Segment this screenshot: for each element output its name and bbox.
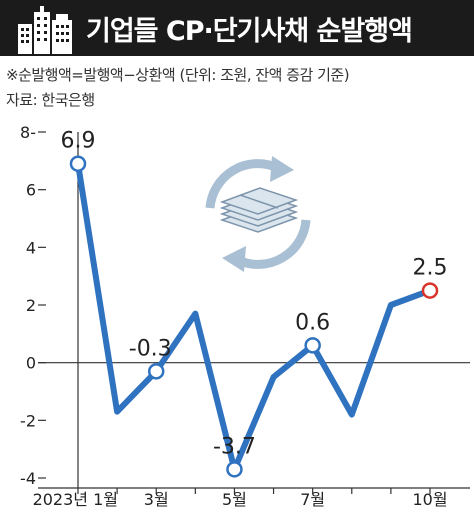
- x-tick-label: 5월: [222, 490, 247, 509]
- data-label: 6.9: [61, 129, 96, 154]
- y-tick-label: 2: [26, 296, 36, 315]
- data-point-marker: [226, 461, 243, 478]
- chart-header: 기업들 CP·단기사채 순발행액: [0, 0, 474, 56]
- data-label: 2.5: [413, 256, 448, 281]
- x-tick-label: 2023년 1월: [33, 490, 118, 509]
- series-net-issuance: [69, 155, 439, 478]
- data-point-marker: [304, 337, 321, 354]
- y-tick-label: 8-: [20, 123, 36, 142]
- x-tick-label: 3월: [144, 490, 169, 509]
- data-label: 0.6: [295, 310, 330, 335]
- data-labels: 6.9 -0.3 -3.7 0.6 2.5: [61, 129, 448, 460]
- y-tick-label: 0: [26, 354, 36, 373]
- x-axis: 2023년 1월 3월 5월 7월 10월: [33, 487, 470, 509]
- data-point-marker: [421, 282, 439, 299]
- chart-title: 기업들 CP·단기사채 순발행액: [86, 16, 413, 47]
- building-icon: [18, 6, 72, 54]
- unit-note: ※순발행액=발행액−상환액 (단위: 조원, 잔액 증감 기준): [6, 66, 350, 84]
- data-label: -0.3: [129, 336, 172, 361]
- y-tick-label: -2: [20, 411, 36, 430]
- x-tick-label: 7월: [300, 490, 325, 509]
- y-tick-label: 6: [26, 181, 36, 200]
- data-point-marker: [69, 155, 87, 172]
- series-line: [75, 160, 433, 473]
- data-point-marker: [147, 363, 165, 380]
- y-tick-label: 4: [26, 238, 36, 257]
- money-cycle-icon: [205, 156, 311, 272]
- y-axis: -4 -2 0 2 4 6 8-: [20, 123, 470, 488]
- data-label: -3.7: [213, 434, 256, 459]
- source-note: 자료: 한국은행: [6, 91, 95, 109]
- x-tick-label: 10월: [412, 490, 447, 509]
- y-tick-label: -4: [20, 469, 36, 488]
